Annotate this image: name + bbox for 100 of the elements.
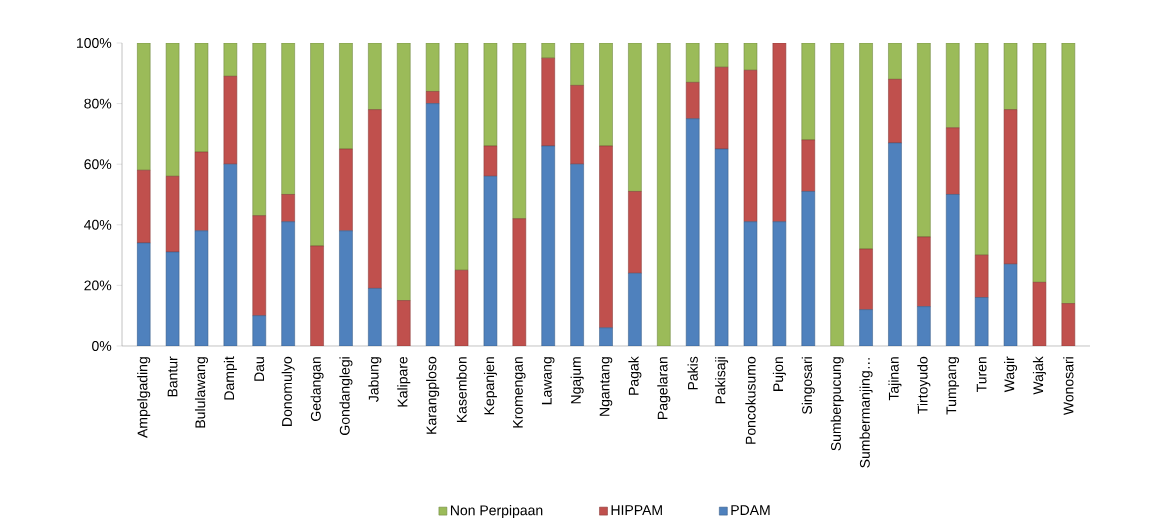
bar bbox=[425, 42, 440, 92]
bar bbox=[945, 127, 960, 195]
x-tick-label: Wajak bbox=[1032, 356, 1046, 395]
bar bbox=[339, 42, 353, 150]
bar bbox=[945, 194, 960, 346]
x-tick-label: Jabung bbox=[368, 357, 382, 402]
bar bbox=[281, 42, 295, 195]
bar bbox=[339, 148, 353, 232]
x-tick-label: Pakis bbox=[687, 356, 698, 390]
x-tick-label: Wagir bbox=[1004, 356, 1018, 393]
bar bbox=[541, 42, 555, 59]
bar bbox=[194, 42, 209, 153]
bar bbox=[714, 66, 729, 150]
x-tick-label: Tumpang bbox=[946, 357, 960, 415]
x-tick-label: Pujon bbox=[772, 357, 786, 391]
bar bbox=[1061, 42, 1076, 304]
x-tick-label: Gondanglegi bbox=[339, 357, 353, 435]
bar bbox=[772, 42, 787, 223]
x-tick-label: Kepanjen bbox=[483, 357, 497, 415]
bar bbox=[1061, 303, 1076, 346]
bar bbox=[252, 42, 267, 216]
bar bbox=[801, 42, 816, 141]
bar bbox=[281, 221, 295, 346]
x-tick-label: Sumbermanjing… bbox=[859, 358, 873, 468]
bar bbox=[570, 85, 584, 165]
x-tick-label: Dampit bbox=[223, 356, 237, 400]
x-tick-label: Bululawang bbox=[194, 357, 208, 428]
x-tick-label: Kasembon bbox=[456, 357, 467, 423]
bar bbox=[310, 42, 324, 247]
bar bbox=[917, 236, 931, 307]
bar bbox=[945, 42, 960, 129]
y-tick-label: 0% bbox=[92, 341, 112, 351]
bar bbox=[339, 230, 353, 346]
bar bbox=[888, 79, 902, 144]
bar bbox=[599, 145, 613, 329]
x-tick-label: Poncokusumo bbox=[745, 356, 756, 444]
x-tick-label: Pagak bbox=[628, 356, 642, 395]
bar bbox=[136, 169, 151, 244]
x-tick-label: Sumberpucung bbox=[830, 357, 844, 451]
bar bbox=[917, 42, 931, 238]
x-tick-label: Pagelaran bbox=[657, 357, 671, 419]
bar bbox=[859, 42, 873, 250]
bar bbox=[830, 42, 844, 346]
bar bbox=[801, 139, 816, 192]
bar bbox=[888, 42, 902, 80]
legend-label: Non Perpipaan bbox=[450, 505, 543, 519]
bar bbox=[888, 142, 902, 346]
x-tick-label: Wonosari bbox=[1063, 357, 1074, 416]
bar bbox=[454, 269, 469, 346]
bar bbox=[1003, 109, 1018, 265]
legend-label: PDAM bbox=[731, 505, 770, 515]
bar bbox=[512, 42, 527, 219]
x-tick-label: Karangploso bbox=[426, 356, 440, 434]
bar bbox=[223, 76, 238, 165]
legend-label: HIPPAM bbox=[611, 505, 662, 515]
bar bbox=[194, 151, 209, 232]
x-tick-label: Ampelgading bbox=[137, 357, 151, 438]
bar bbox=[454, 42, 469, 271]
bar bbox=[599, 42, 613, 147]
bar bbox=[685, 82, 700, 120]
bar bbox=[310, 245, 324, 346]
y-tick-label: 20% bbox=[84, 280, 112, 291]
y-tick-label: 100% bbox=[77, 38, 112, 48]
x-tick-label: Turen bbox=[976, 357, 987, 392]
bar bbox=[483, 42, 498, 147]
x-tick-label: Lawang bbox=[541, 357, 555, 405]
x-tick-label: Ngajum bbox=[570, 357, 584, 404]
bar bbox=[165, 176, 180, 253]
bar bbox=[425, 91, 440, 104]
bar bbox=[223, 42, 238, 77]
bar bbox=[685, 42, 700, 83]
x-tick-label: Bantur bbox=[167, 356, 178, 397]
bar bbox=[368, 42, 382, 110]
bar bbox=[974, 254, 989, 298]
bar bbox=[1032, 42, 1047, 283]
bar bbox=[974, 42, 989, 256]
bar bbox=[570, 42, 584, 86]
bar bbox=[1003, 42, 1018, 110]
bar bbox=[801, 191, 816, 346]
bar bbox=[628, 273, 642, 346]
bar bbox=[483, 145, 498, 177]
bar bbox=[136, 42, 151, 171]
bar bbox=[714, 42, 729, 68]
y-tick-label: 40% bbox=[84, 219, 112, 230]
x-tick-label: Pakisaji bbox=[715, 357, 729, 404]
bar bbox=[1032, 282, 1047, 346]
bar bbox=[859, 248, 873, 310]
bar bbox=[252, 215, 267, 316]
x-tick-label: Dau bbox=[254, 357, 265, 381]
x-tick-label: Tajinan bbox=[888, 357, 902, 401]
bar bbox=[281, 194, 295, 223]
bar bbox=[541, 57, 555, 147]
y-tick-label: 80% bbox=[84, 98, 112, 109]
bar bbox=[628, 191, 642, 274]
x-tick-label: Donomulyo bbox=[281, 356, 295, 426]
bar bbox=[541, 145, 555, 346]
x-tick-label: Singosari bbox=[801, 357, 815, 414]
bar bbox=[368, 109, 382, 289]
bar bbox=[396, 300, 411, 346]
bar bbox=[512, 218, 527, 346]
